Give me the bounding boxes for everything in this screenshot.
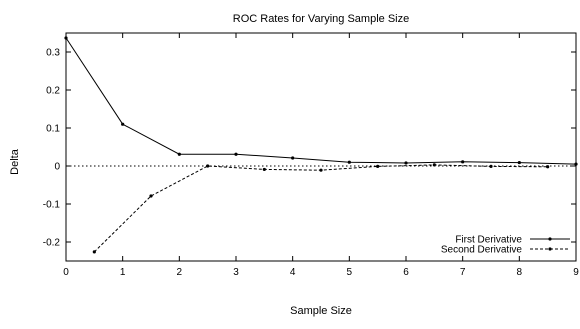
y-tick-label: 0.3: [46, 48, 60, 59]
y-tick-label: -0.1: [43, 200, 61, 211]
x-tick-label: 4: [290, 267, 296, 278]
y-tick-label: 0: [54, 162, 60, 173]
x-tick-label: 7: [460, 267, 466, 278]
series-1-point: [234, 152, 238, 156]
plot-frame: [65, 32, 577, 262]
chart-title: ROC Rates for Varying Sample Size: [233, 13, 409, 25]
legend-marker-1: [548, 237, 552, 241]
plot-area: 0 1 2 3 4 5 6 7 8 9 -0.2 -0.1 0 0.1 0.2 0.3 First Deriva…: [43, 32, 579, 278]
series-2-point: [319, 168, 323, 172]
series-1-point: [177, 152, 181, 156]
series-1-point: [291, 156, 295, 160]
x-tick-label: 1: [120, 267, 126, 278]
series-2-point: [489, 164, 493, 168]
y-tick-label: -0.2: [43, 238, 61, 249]
series-1-point: [574, 162, 578, 166]
x-tick-label: 9: [573, 267, 579, 278]
series-2-point: [432, 163, 436, 167]
x-tick-label: 2: [177, 267, 183, 278]
series-1-point: [517, 160, 521, 165]
series-1-point: [64, 36, 68, 40]
legend-label-2: Second Derivative: [441, 245, 523, 256]
y-tick-label: 0.2: [46, 86, 60, 97]
series-1-point: [461, 160, 465, 164]
legend-marker-2: [548, 247, 552, 251]
series-2-point: [376, 164, 380, 168]
x-tick-label: 0: [63, 267, 69, 278]
series-line-1: [65, 37, 577, 165]
y-axis-label: Delta: [9, 148, 21, 175]
x-tick-label: 3: [233, 267, 239, 278]
series-1-point: [121, 122, 125, 126]
y-tick-label: 0.1: [46, 124, 60, 135]
series-2-point: [206, 164, 210, 168]
x-tick-label: 6: [403, 267, 409, 278]
series-2-point: [92, 250, 96, 254]
series-2-point: [149, 194, 153, 198]
legend-label-1: First Derivative: [455, 235, 522, 246]
series-2-point: [262, 167, 266, 172]
x-tick-label: 8: [517, 267, 523, 278]
x-axis-label: Sample Size: [290, 305, 352, 317]
series-1-point: [347, 160, 351, 164]
series-1-point: [404, 161, 408, 165]
series-2-point: [546, 165, 550, 169]
x-tick-label: 5: [347, 267, 353, 278]
